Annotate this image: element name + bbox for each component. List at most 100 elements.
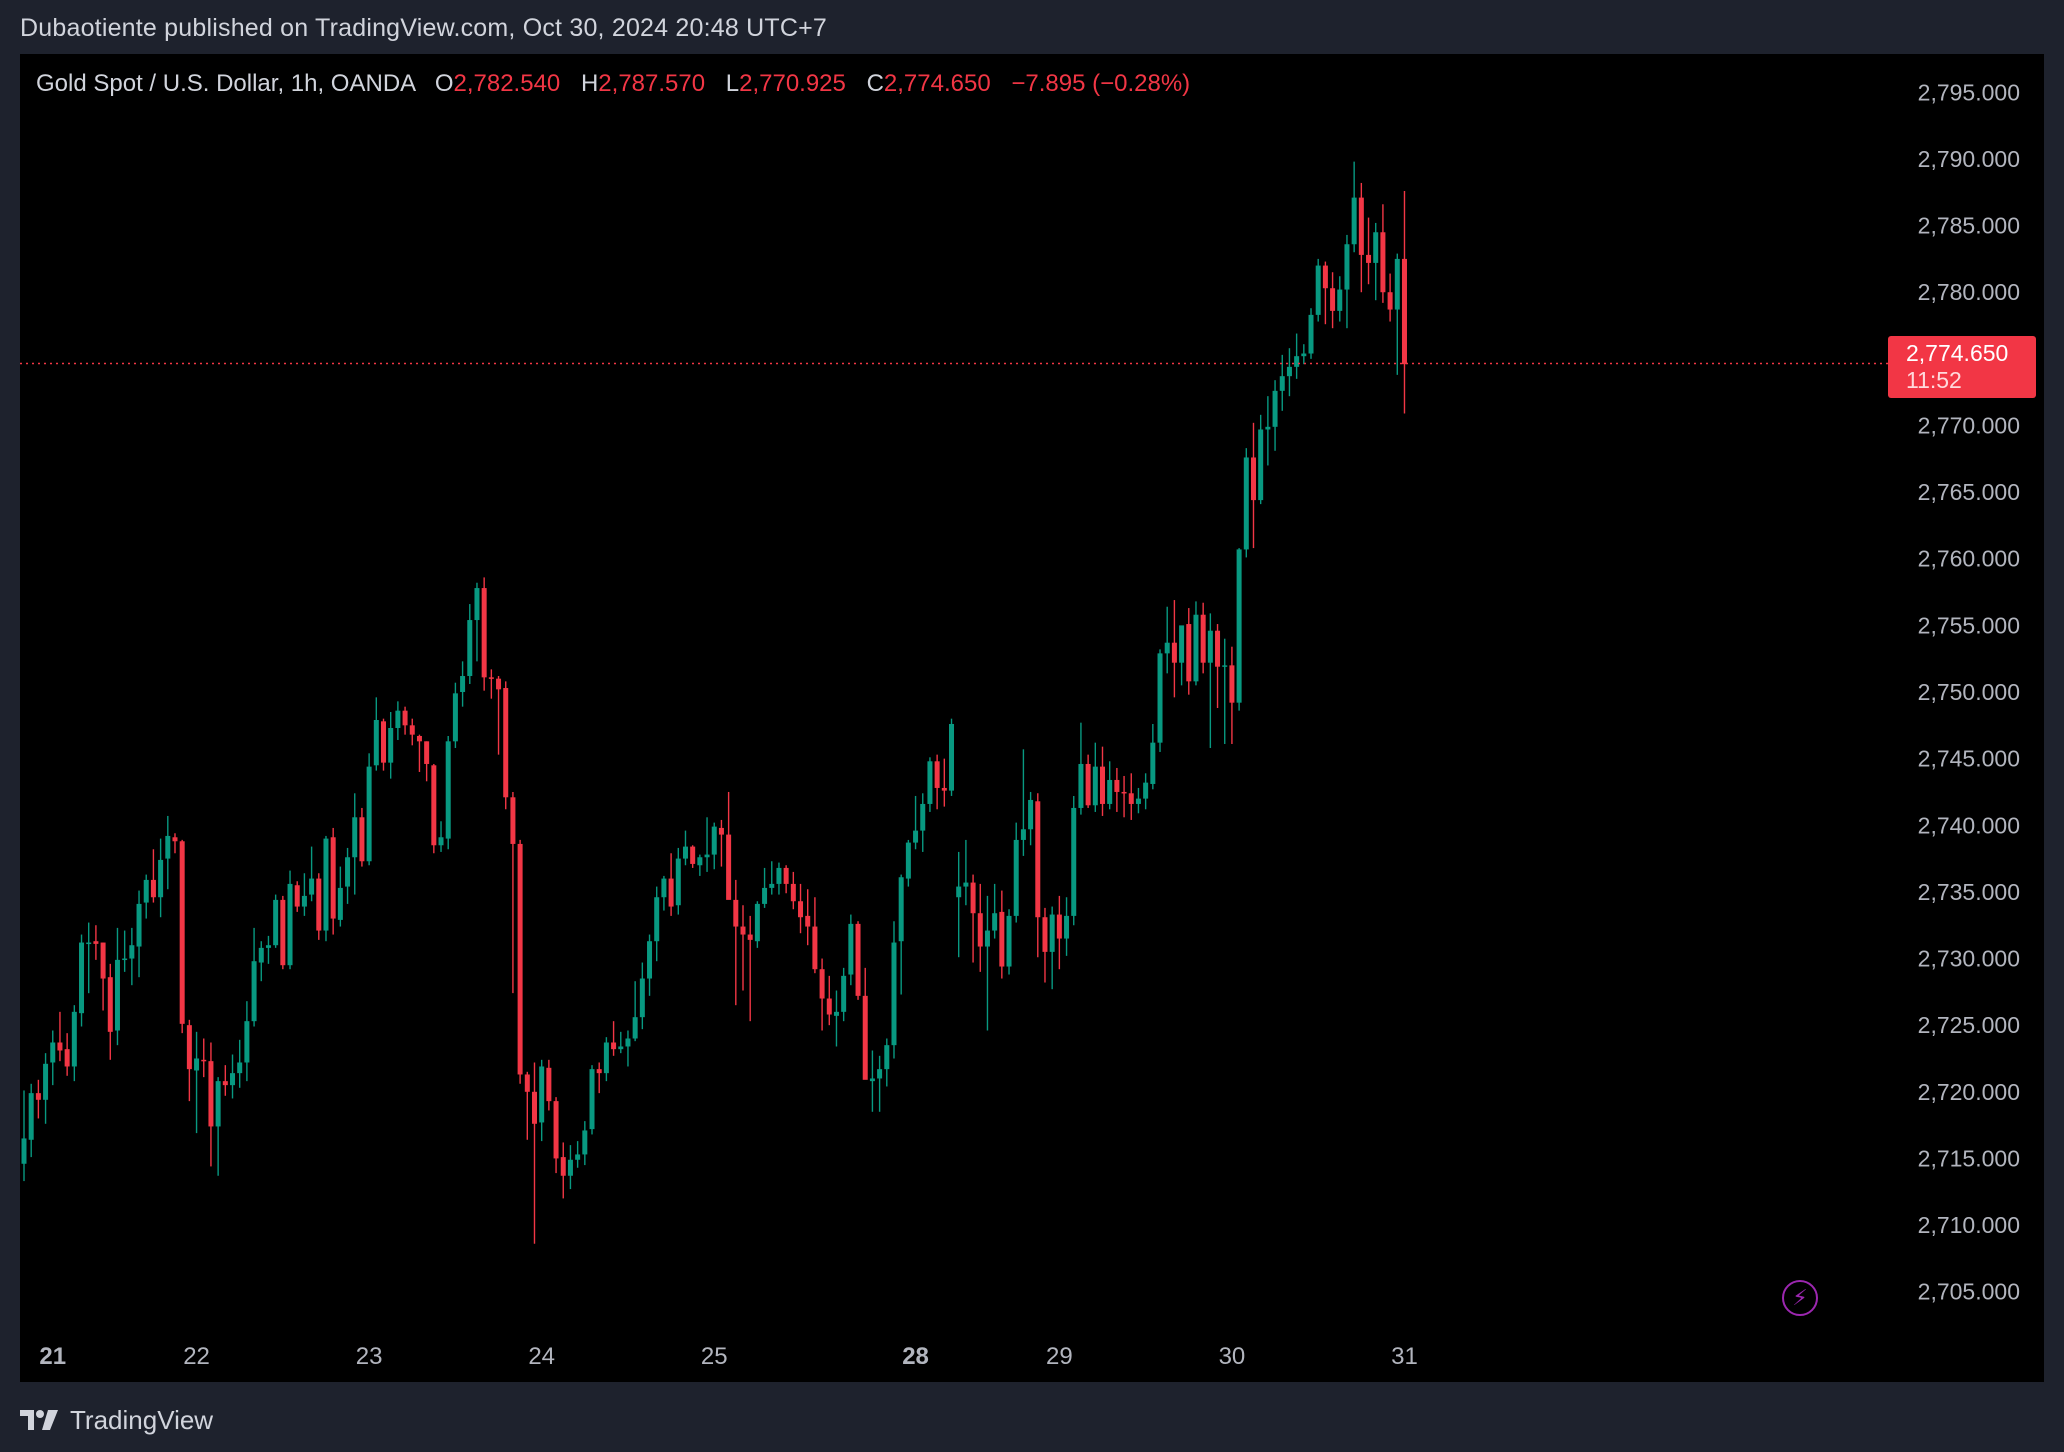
time-axis-label: 31 [1391,1343,1418,1370]
legend-open-value: 2,782.540 [453,70,561,97]
candle-up [1006,915,1012,967]
candle-up [287,883,293,966]
candle-down [1121,791,1127,794]
legend-high-value: 2,787.570 [598,70,706,97]
candle-up [50,1042,56,1063]
candle-down [107,977,113,1032]
candle-down [690,846,696,864]
candle-up [762,887,768,904]
candle-up [21,1138,27,1164]
candle-down [1401,258,1407,365]
candle-down [1085,763,1091,806]
candle-down [855,923,861,996]
candle-down [596,1069,602,1074]
chart-pane[interactable]: 2,795.000 2,790.000 2,785.000 2,780.000 2,77… [20,54,2044,1382]
candle-up [1157,653,1163,743]
candle-down [553,1101,559,1159]
candle-up [1315,265,1321,315]
price-axis-label: 2,790.000 [1918,146,2020,172]
candle-down [1330,288,1336,311]
candle-up [1071,807,1077,916]
candle-down [668,878,674,907]
candle-down [941,787,947,791]
candle-down [1128,793,1134,804]
candle-up [86,942,92,945]
candle-up [143,879,149,903]
candle-down [1380,232,1386,293]
candle-up [165,835,171,859]
time-axis-label: 29 [1046,1343,1073,1370]
candle-up [388,727,394,763]
candle-up [1020,829,1026,840]
candle-up [639,978,645,1018]
candle-up [905,842,911,879]
candle-down [740,926,746,935]
candle-up [675,858,681,906]
candle-down [531,1091,537,1124]
candle-up [848,923,854,975]
candle-up [438,837,444,846]
candle-up [1337,289,1343,311]
candle-down [510,797,516,844]
candle-up [129,945,135,959]
candle-up [963,882,969,887]
legend-change: −7.895 (−0.28%) [1011,70,1191,97]
legend-close-label: C [866,70,884,97]
footer-brand[interactable]: TradingView [20,1402,213,1438]
publisher-line: Dubaotiente published on TradingView.com… [20,14,827,42]
legend-symbol[interactable]: Gold Spot / U.S. Dollar, 1h, OANDA [36,70,417,97]
candle-up [1222,665,1228,667]
candle-up [539,1066,545,1123]
candle-up [704,854,710,858]
legend-open-label: O [434,70,454,97]
candle-down [488,677,494,679]
price-axis-label: 2,710.000 [1918,1212,2020,1238]
candle-up [1265,426,1271,430]
candle-down [1056,914,1062,939]
candle-up [920,803,926,831]
candles-layer [21,161,1407,1244]
candle-up [884,1045,890,1070]
candle-up [1179,625,1185,663]
candle-down [1100,766,1105,804]
candle-down [546,1067,552,1102]
time-axis-label: 24 [528,1343,555,1370]
candle-up [373,719,379,766]
symbol-legend[interactable]: Gold Spot / U.S. Dollar, 1h, OANDA O2,78… [36,70,1190,98]
tradingview-logo-icon [20,1410,58,1430]
price-axis-label: 2,720.000 [1918,1079,2020,1105]
candle-down [179,841,185,1024]
candle-up [244,1021,250,1063]
candlestick-chart[interactable]: 2,795.000 2,790.000 2,785.000 2,780.000 2,77… [20,54,2044,1382]
candle-up [395,710,401,728]
candle-down [977,913,983,947]
candle-up [567,1159,573,1176]
candle-up [1236,549,1242,703]
candle-down [316,878,322,931]
candle-up [984,930,990,947]
time-axis-label: 25 [701,1343,728,1370]
time-axis-label: 21 [39,1343,66,1370]
candle-down [747,934,753,940]
candle-up [43,1063,49,1100]
candle-down [64,1049,70,1067]
candle-up [697,857,703,866]
candle-up [258,947,264,963]
candle-down [93,941,99,944]
candle-up [1344,244,1350,290]
candle-up [1394,258,1400,310]
candle-down [409,725,415,735]
candle-down [1186,624,1192,682]
candle-up [158,859,164,898]
candle-down [1229,665,1235,703]
candle-down [1215,630,1221,667]
candle-up [625,1038,631,1047]
candle-up [632,1017,638,1039]
candle-down [359,817,365,862]
price-axis-label: 2,705.000 [1918,1279,2020,1305]
candle-up [136,903,142,947]
candle-up [445,741,451,839]
legend-low-label: L [725,70,740,97]
lightning-icon[interactable]: ⚡ [1782,1280,1818,1316]
candle-up [352,817,358,858]
